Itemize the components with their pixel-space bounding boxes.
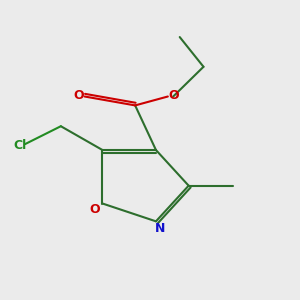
Text: O: O [74, 88, 84, 101]
Text: O: O [169, 89, 179, 102]
Text: Cl: Cl [13, 139, 26, 152]
Text: N: N [155, 222, 166, 235]
Text: O: O [90, 203, 100, 216]
